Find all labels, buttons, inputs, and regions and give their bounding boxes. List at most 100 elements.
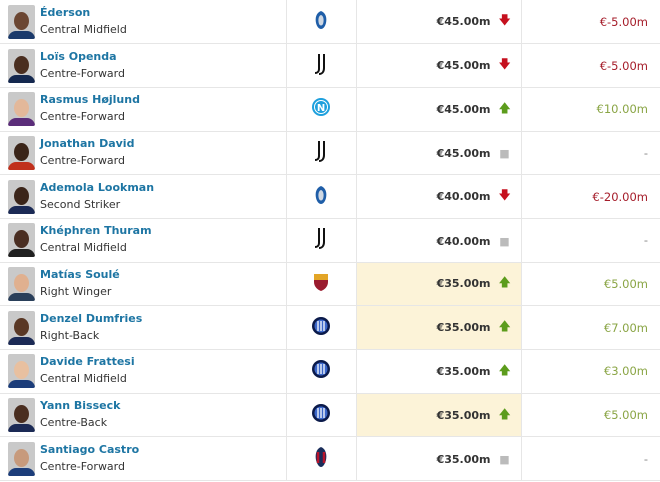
market-value-cell: €45.00m 🡇 [356,0,522,45]
table-row: Éderson Central Midfield €45.00m 🡇 €-5.00… [0,0,660,45]
roma-crest-icon[interactable] [313,272,329,296]
market-value: €45.00m [436,59,491,73]
market-value-cell: €35.00m ■ [356,436,522,482]
player-cell: Jonathan David Centre-Forward [0,131,287,176]
player-position: Central Midfield [40,241,127,255]
market-value-cell: €35.00m 🡅 [356,349,522,394]
trend-up-icon: 🡅 [498,319,511,334]
player-photo[interactable] [8,398,35,433]
player-cell: Davide Frattesi Central Midfield [0,349,287,394]
atalanta-crest-icon[interactable] [314,185,328,209]
market-value-cell: €35.00m 🡅 [356,262,522,307]
table-row: Matías Soulé Right Winger €35.00m 🡅 €5.00… [0,262,660,307]
value-change: - [643,233,648,248]
club-cell [286,0,357,45]
player-position: Centre-Back [40,416,108,430]
value-change-cell: €5.00m [521,393,660,438]
player-position: Centre-Forward [40,110,125,124]
market-value: €40.00m [436,190,491,204]
table-row: Yann Bisseck Centre-Back €35.00m 🡅 €5.00m [0,393,660,438]
value-change-cell: - [521,218,660,263]
inter-crest-icon[interactable] [311,316,331,340]
market-value-cell: €40.00m 🡇 [356,174,522,219]
market-value: €35.00m [436,277,491,291]
player-name-link[interactable]: Ademola Lookman [40,180,155,194]
club-cell [286,393,357,438]
player-position: Centre-Forward [40,66,125,80]
club-cell [286,218,357,263]
value-change: €10.00m [596,102,648,117]
table-row: Denzel Dumfries Right-Back €35.00m 🡅 €7.0… [0,305,660,350]
value-change: - [643,145,648,160]
trend-up-icon: 🡅 [498,362,511,377]
juventus-crest-icon[interactable] [314,227,328,253]
value-change-cell: €7.00m [521,305,660,350]
club-cell [286,262,357,307]
inter-crest-icon[interactable] [311,359,331,383]
atalanta-crest-icon[interactable] [314,10,328,34]
trend-none-icon: ■ [499,147,510,161]
value-change-cell: €10.00m [521,87,660,132]
trend-up-icon: 🡅 [498,100,511,115]
player-photo[interactable] [8,135,35,170]
trend-up-icon: 🡅 [498,406,511,421]
table-row: Ademola Lookman Second Striker €40.00m 🡇 … [0,174,660,219]
player-name-link[interactable]: Matías Soulé [40,267,120,281]
player-photo[interactable] [8,48,35,83]
player-photo[interactable] [8,92,35,127]
market-value: €40.00m [436,234,491,248]
player-name-link[interactable]: Santiago Castro [40,442,140,456]
player-photo[interactable] [8,223,35,258]
market-value: €35.00m [436,321,491,335]
market-value: €35.00m [436,453,491,467]
player-photo[interactable] [8,354,35,389]
value-change-cell: - [521,131,660,176]
market-value-cell: €35.00m 🡅 [356,393,522,438]
player-name-link[interactable]: Yann Bisseck [40,399,121,413]
value-change: €3.00m [603,364,648,379]
player-name-link[interactable]: Davide Frattesi [40,355,135,369]
club-cell [286,131,357,176]
player-photo[interactable] [8,179,35,214]
player-cell: Santiago Castro Centre-Forward [0,436,287,482]
table-row: Santiago Castro Centre-Forward €35.00m ■ … [0,436,660,482]
value-change: €-5.00m [599,58,648,73]
inter-crest-icon[interactable] [311,403,331,427]
bologna-crest-icon[interactable] [314,446,328,472]
player-name-link[interactable]: Éderson [40,5,91,19]
value-change-cell: €5.00m [521,262,660,307]
player-name-link[interactable]: Jonathan David [40,136,135,150]
player-position: Second Striker [40,197,121,211]
napoli-crest-icon[interactable]: N [311,97,331,121]
player-name-link[interactable]: Loïs Openda [40,49,117,63]
trend-down-icon: 🡇 [498,188,511,203]
table-row: Jonathan David Centre-Forward €45.00m ■ - [0,131,660,176]
value-change: €7.00m [603,320,648,335]
player-photo[interactable] [8,441,35,476]
juventus-crest-icon[interactable] [314,53,328,79]
player-photo[interactable] [8,4,35,39]
value-change: €-20.00m [592,189,648,204]
juventus-crest-icon[interactable] [314,140,328,166]
player-position: Central Midfield [40,372,127,386]
club-cell: N [286,87,357,132]
market-value-cell: €35.00m 🡅 [356,305,522,350]
market-value: €45.00m [436,147,491,161]
player-name-link[interactable]: Rasmus Højlund [40,93,140,107]
player-name-link[interactable]: Khéphren Thuram [40,224,152,238]
player-position: Right Winger [40,284,112,298]
svg-text:N: N [317,103,325,114]
player-cell: Éderson Central Midfield [0,0,287,45]
table-row: Davide Frattesi Central Midfield €35.00m… [0,349,660,394]
market-value: €45.00m [436,102,491,116]
market-value-cell: €45.00m 🡇 [356,43,522,88]
market-value-cell: €40.00m ■ [356,218,522,263]
player-cell: Ademola Lookman Second Striker [0,174,287,219]
value-change: €5.00m [603,276,648,291]
player-photo[interactable] [8,310,35,345]
table-row: Khéphren Thuram Central Midfield €40.00m… [0,218,660,263]
market-value: €45.00m [436,15,491,29]
player-name-link[interactable]: Denzel Dumfries [40,311,143,325]
player-photo[interactable] [8,266,35,301]
